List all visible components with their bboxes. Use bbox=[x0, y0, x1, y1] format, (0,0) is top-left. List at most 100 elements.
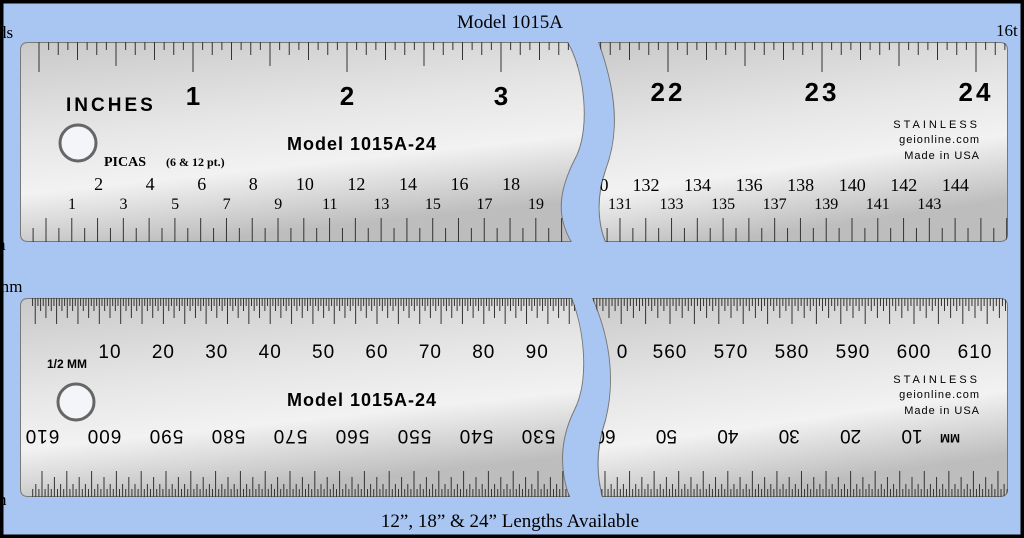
ruler-number: 7 bbox=[223, 196, 231, 213]
ruler-number: 133 bbox=[660, 196, 684, 213]
ruler-text: 590 bbox=[836, 342, 871, 363]
ruler-number: 560 bbox=[335, 425, 370, 446]
ruler-number: 9 bbox=[274, 196, 282, 213]
ruler-number: 50 bbox=[656, 425, 677, 446]
ruler-text: geionline.com bbox=[899, 134, 980, 146]
ruler-number: 60 bbox=[365, 342, 388, 363]
ruler-text: INCHES bbox=[66, 95, 156, 116]
ruler-number: 50 bbox=[312, 342, 335, 363]
ruler-text: MM bbox=[940, 431, 960, 445]
fragment: a bbox=[0, 235, 6, 254]
ruler-body bbox=[20, 298, 585, 497]
ruler-number: 590 bbox=[149, 425, 184, 446]
ruler-text: 600 bbox=[897, 342, 932, 363]
ruler-number: 12 bbox=[347, 174, 365, 194]
ruler-text: (6 & 12 pt.) bbox=[166, 155, 225, 169]
ruler-number: 17 bbox=[476, 196, 492, 213]
ruler-text: 560 bbox=[653, 342, 688, 363]
ruler-number: 610 bbox=[25, 425, 60, 446]
ruler-text: PICAS bbox=[104, 155, 146, 170]
title: Model 1015A bbox=[457, 12, 563, 33]
ruler-number: 5 bbox=[171, 196, 179, 213]
fragment: 16t bbox=[996, 21, 1018, 40]
ruler-number: 540 bbox=[459, 425, 494, 446]
hole bbox=[58, 123, 98, 163]
ruler-number: 30 bbox=[779, 425, 800, 446]
fragment: ds bbox=[0, 23, 13, 42]
ruler-number: 135 bbox=[711, 196, 735, 213]
ruler-number: 24 bbox=[959, 77, 994, 107]
ruler-number: 580 bbox=[211, 425, 246, 446]
ruler-number: 20 bbox=[840, 425, 861, 446]
ruler-number: 600 bbox=[87, 425, 122, 446]
ruler-number: 530 bbox=[521, 425, 556, 446]
ruler-text: 134 bbox=[684, 175, 711, 195]
ruler-text: Model 1015A-24 bbox=[287, 134, 437, 154]
ruler-text: STAINLESS bbox=[893, 119, 980, 131]
hole bbox=[56, 382, 96, 422]
ruler-text: Made in USA bbox=[904, 405, 980, 417]
ruler-number: 40 bbox=[259, 342, 282, 363]
ruler-number: 8 bbox=[249, 174, 258, 194]
ruler-number: 4 bbox=[146, 174, 155, 194]
ruler-text: 1/2 MM bbox=[47, 357, 87, 371]
ruler-number: 30 bbox=[205, 342, 228, 363]
ruler-text: 0 bbox=[617, 342, 628, 363]
ruler-number: 139 bbox=[814, 196, 838, 213]
ruler-piece: 22 23 24 STAINLESS geionline.com Made in USA 0… bbox=[598, 42, 1008, 242]
ruler-body bbox=[20, 42, 585, 242]
ruler-number: 1 bbox=[68, 196, 76, 213]
ruler-piece: 10 20 30 40 50 60 70 80 90 1/2 MM Model 1015A-24 61… bbox=[20, 298, 585, 497]
ruler-number: 1 bbox=[186, 81, 200, 111]
ruler-text: STAINLESS bbox=[893, 374, 980, 386]
ruler-number: 570 bbox=[273, 425, 308, 446]
ruler-number: 141 bbox=[866, 196, 890, 213]
ruler-text: Made in USA bbox=[904, 150, 980, 162]
ruler-number: 2 bbox=[94, 174, 103, 194]
ruler-number: 10 bbox=[901, 425, 922, 446]
footer: 12”, 18” & 24” Lengths Available bbox=[381, 511, 639, 532]
ruler-number: 18 bbox=[502, 174, 520, 194]
ruler-number: 11 bbox=[322, 196, 337, 213]
ruler-text: 138 bbox=[787, 175, 814, 195]
ruler-body bbox=[598, 42, 1008, 242]
ruler-number: 80 bbox=[472, 342, 495, 363]
ruler-number: 10 bbox=[296, 174, 314, 194]
ruler-number: 3 bbox=[120, 196, 128, 213]
ruler-number: 15 bbox=[425, 196, 441, 213]
ruler-number: 19 bbox=[528, 196, 544, 213]
ruler-text: 144 bbox=[942, 175, 969, 195]
ruler-number: 143 bbox=[917, 196, 941, 213]
ruler-number: 40 bbox=[717, 425, 738, 446]
ruler-text: 580 bbox=[775, 342, 810, 363]
ruler-number: 550 bbox=[397, 425, 432, 446]
ruler-number: 20 bbox=[152, 342, 175, 363]
ruler-number: 22 bbox=[651, 77, 686, 107]
ruler-number: 2 bbox=[340, 81, 354, 111]
ruler-number: 6 bbox=[197, 174, 206, 194]
fragment: mm bbox=[0, 277, 22, 296]
ruler-text: 142 bbox=[890, 175, 917, 195]
ruler-number: 70 bbox=[419, 342, 442, 363]
ruler-number: 10 bbox=[98, 342, 121, 363]
fragment: n bbox=[0, 490, 7, 509]
ruler-number: 13 bbox=[373, 196, 389, 213]
ruler-text: 136 bbox=[736, 175, 763, 195]
ruler-number: 131 bbox=[608, 196, 632, 213]
ruler-text: geionline.com bbox=[899, 389, 980, 401]
ruler-number: 90 bbox=[526, 342, 549, 363]
ruler-text: 132 bbox=[633, 175, 660, 195]
ruler-number: 3 bbox=[494, 81, 508, 111]
ruler-text: 0 bbox=[600, 175, 609, 195]
ruler-text: 140 bbox=[839, 175, 866, 195]
ruler-text: 610 bbox=[958, 342, 993, 363]
ruler-number: 137 bbox=[763, 196, 787, 213]
ruler-piece: 0 560 570 580 590 600 610 STAINLESS geionline.co… bbox=[592, 298, 1008, 497]
ruler-number: 14 bbox=[399, 174, 417, 194]
ruler-number: 16 bbox=[451, 174, 469, 194]
ruler-text: Model 1015A-24 bbox=[287, 390, 437, 410]
ruler-text: 570 bbox=[714, 342, 749, 363]
ruler-number: 23 bbox=[805, 77, 840, 107]
